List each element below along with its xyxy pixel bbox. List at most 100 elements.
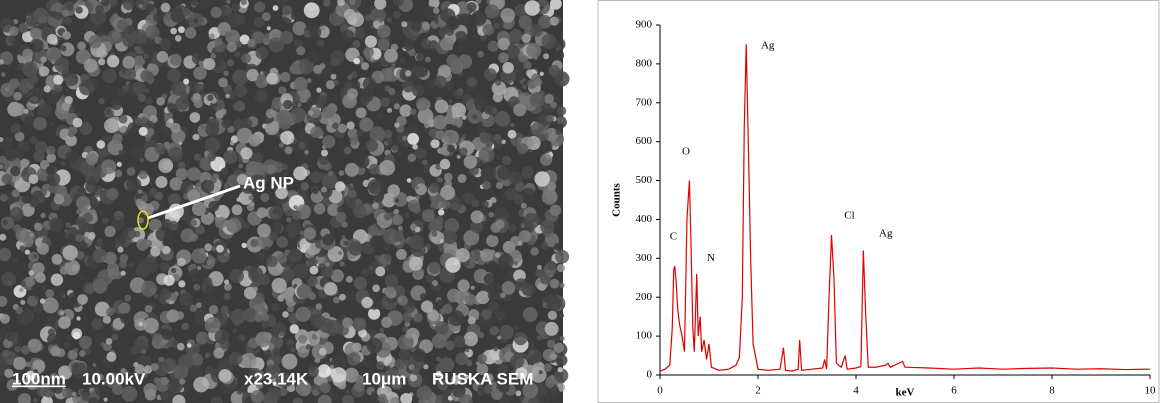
grain <box>117 19 128 30</box>
grain <box>549 16 559 26</box>
grain <box>210 396 224 403</box>
grain <box>279 387 288 397</box>
grain <box>155 176 168 188</box>
x-tick-label: 6 <box>951 385 957 397</box>
grain <box>145 3 155 13</box>
grain <box>356 128 364 137</box>
grain <box>450 202 459 211</box>
grain <box>226 238 232 244</box>
grain <box>292 397 303 403</box>
grain <box>119 253 129 263</box>
grain <box>523 212 540 229</box>
grain <box>238 190 253 205</box>
grain <box>291 10 301 21</box>
grain <box>538 370 543 375</box>
grain <box>524 0 541 16</box>
grain <box>327 93 338 103</box>
grain <box>308 25 322 39</box>
grain <box>13 91 22 101</box>
grain <box>241 53 252 64</box>
grain <box>191 201 207 216</box>
grain <box>92 362 97 367</box>
grain <box>337 123 347 133</box>
grain <box>190 0 202 7</box>
grain <box>475 181 480 186</box>
grain <box>34 140 48 154</box>
grain <box>481 200 489 208</box>
grain <box>89 176 95 182</box>
grain <box>153 377 160 384</box>
grain <box>415 219 425 229</box>
grain <box>120 270 126 276</box>
grain <box>369 235 383 249</box>
grain <box>319 155 329 165</box>
grain <box>537 264 542 270</box>
grain <box>356 155 370 169</box>
grain <box>393 0 404 7</box>
grain <box>315 303 323 310</box>
grain <box>497 335 502 340</box>
grain <box>262 71 267 76</box>
grain <box>428 261 441 274</box>
grain <box>4 148 18 162</box>
grain <box>278 17 292 32</box>
grain <box>112 13 119 19</box>
grain <box>1 326 6 331</box>
grain <box>256 382 263 390</box>
grain <box>415 195 420 200</box>
grain <box>60 45 67 52</box>
grain <box>330 73 337 80</box>
grain <box>27 338 42 353</box>
grain <box>218 369 232 383</box>
grain <box>463 155 478 169</box>
grain <box>282 170 289 177</box>
grain <box>464 374 470 380</box>
grain <box>354 374 364 385</box>
grain <box>187 343 192 348</box>
grain <box>340 40 346 45</box>
grain <box>539 394 551 403</box>
grain <box>343 240 349 246</box>
y-tick-label: 200 <box>636 291 653 303</box>
grain <box>204 243 213 252</box>
grain <box>193 18 199 24</box>
grain <box>341 235 346 240</box>
grain <box>361 146 366 151</box>
grain <box>374 254 381 261</box>
grain <box>402 135 408 141</box>
grain <box>429 284 435 290</box>
grain <box>211 246 216 252</box>
grain <box>122 34 136 48</box>
grain <box>109 98 123 111</box>
grain <box>438 177 443 183</box>
grain <box>140 280 157 297</box>
grain <box>184 27 197 39</box>
grain <box>270 302 280 312</box>
grain <box>309 364 316 372</box>
grain <box>231 204 243 216</box>
grain <box>435 363 445 373</box>
grain <box>472 114 478 120</box>
grain <box>230 140 235 146</box>
grain <box>218 77 228 88</box>
grain <box>195 331 209 345</box>
grain <box>445 257 461 273</box>
grain <box>312 187 319 195</box>
grain <box>33 381 41 388</box>
grain <box>443 129 459 146</box>
grain <box>279 331 285 337</box>
grain <box>24 249 30 255</box>
grain <box>342 317 353 329</box>
grain <box>204 317 221 333</box>
grain <box>444 172 453 182</box>
grain <box>504 148 510 154</box>
grain <box>127 122 139 133</box>
grain <box>53 74 64 85</box>
grain <box>501 139 507 145</box>
grain <box>168 118 174 124</box>
grain <box>318 347 327 356</box>
grain <box>143 373 148 378</box>
grain <box>11 117 18 124</box>
grain <box>372 284 380 293</box>
